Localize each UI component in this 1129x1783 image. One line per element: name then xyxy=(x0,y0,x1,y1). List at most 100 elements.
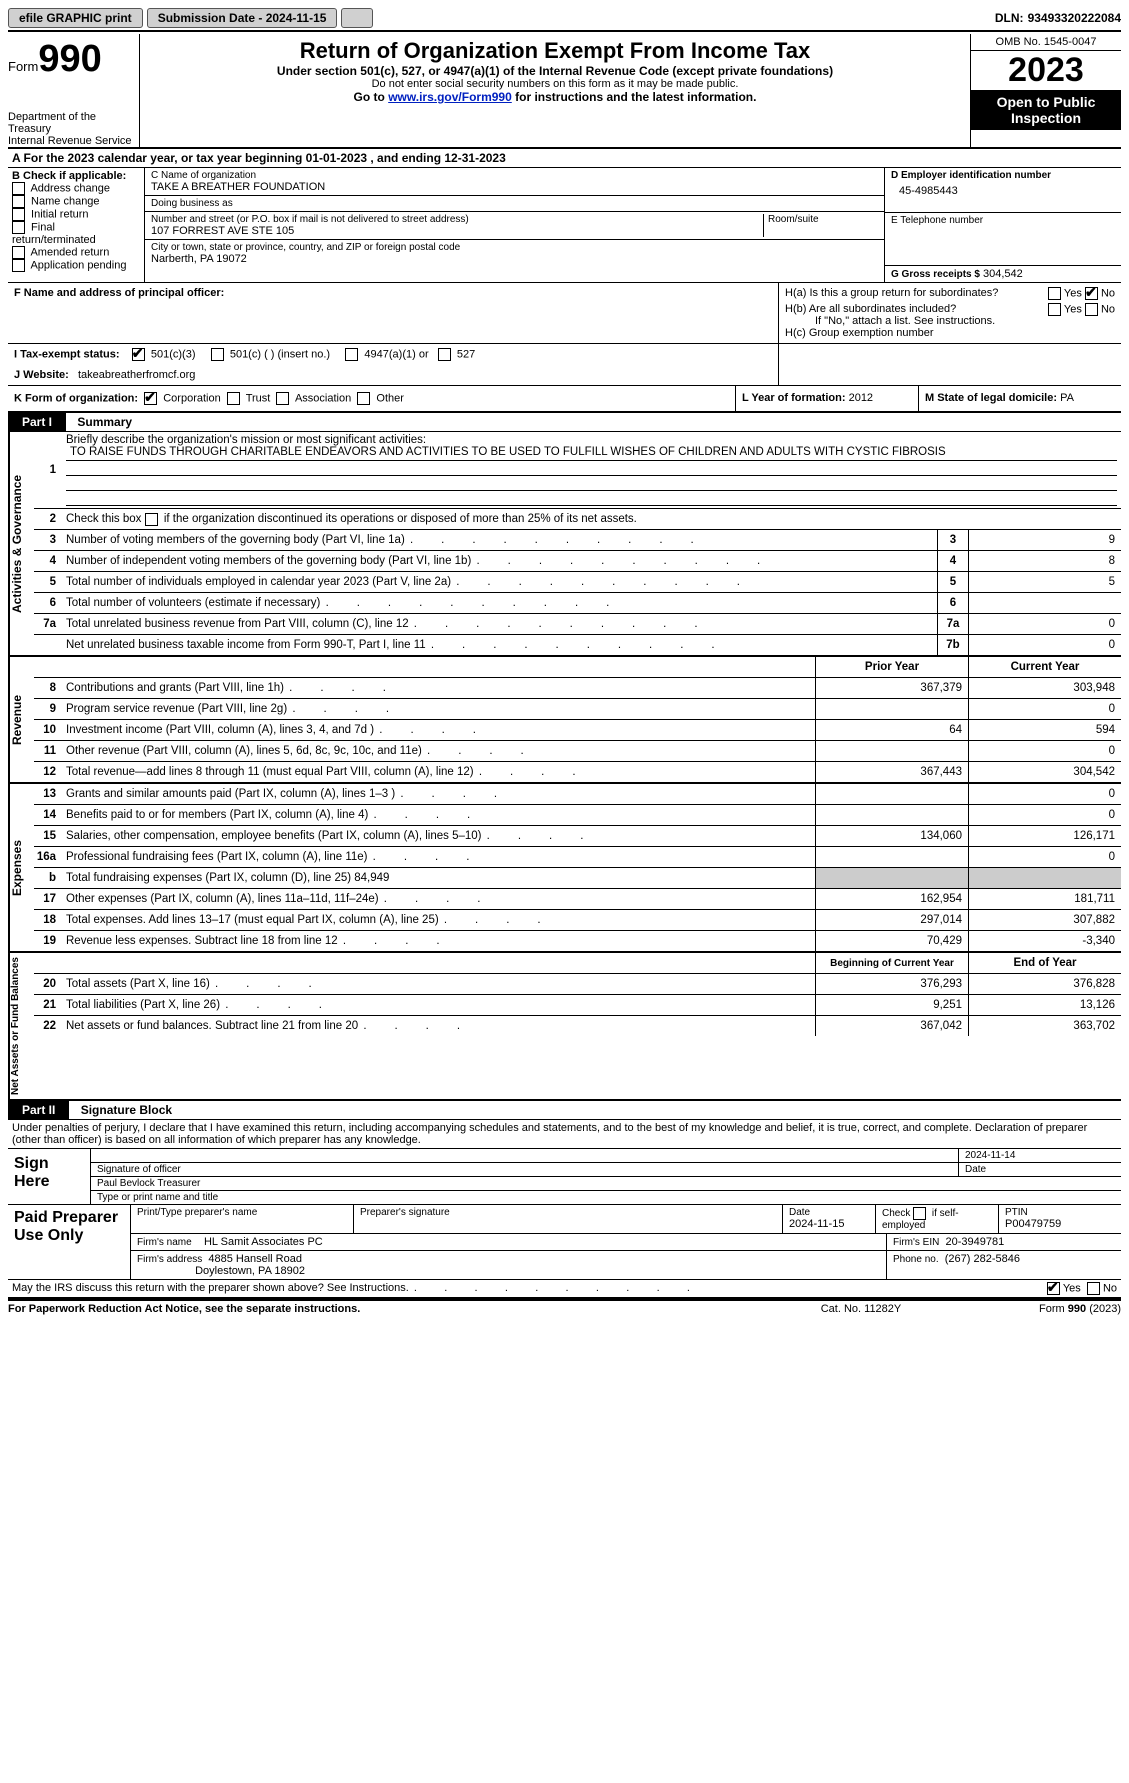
blank-button[interactable] xyxy=(341,8,373,28)
open-to-public: Open to Public Inspection xyxy=(971,90,1121,130)
paid-preparer-block: Paid Preparer Use Only Print/Type prepar… xyxy=(8,1205,1121,1280)
part-2-header: Part II Signature Block xyxy=(8,1101,1121,1120)
form-header: Form990 Department of the Treasury Inter… xyxy=(8,34,1121,147)
summary-line-desc: Total assets (Part X, line 16) xyxy=(62,976,815,992)
summary-line-desc: Total expenses. Add lines 13–17 (must eq… xyxy=(62,912,815,928)
501c3-check[interactable] xyxy=(132,348,145,361)
501c-check[interactable] xyxy=(211,348,224,361)
527-check[interactable] xyxy=(438,348,451,361)
summary-line-desc: Other revenue (Part VIII, column (A), li… xyxy=(62,743,815,759)
summary-line-desc: Total number of volunteers (estimate if … xyxy=(62,595,937,611)
assoc-check[interactable] xyxy=(276,392,289,405)
h-a-label: H(a) Is this a group return for subordin… xyxy=(785,287,998,299)
type-name-label: Type or print name and title xyxy=(91,1191,1121,1204)
boxb-check[interactable] xyxy=(12,182,25,195)
info-grid: B Check if applicable: Address change Na… xyxy=(8,168,1121,283)
prior-year-val xyxy=(815,699,968,719)
row-k-l-m: K Form of organization: Corporation Trus… xyxy=(8,386,1121,413)
summary-line-desc: Total fundraising expenses (Part IX, col… xyxy=(62,870,815,886)
summary-line-val: 8 xyxy=(968,551,1121,571)
summary-line-val: 5 xyxy=(968,572,1121,592)
corp-check[interactable] xyxy=(144,392,157,405)
box-c-name-label: C Name of organization xyxy=(151,170,878,181)
addr-value: 107 FORREST AVE STE 105 xyxy=(151,225,759,237)
current-year-val: 13,126 xyxy=(968,995,1121,1015)
prep-date-value: 2024-11-15 xyxy=(789,1218,869,1230)
firm-phone-label: Phone no. xyxy=(893,1254,939,1265)
prior-year-val xyxy=(815,805,968,825)
q2-check[interactable] xyxy=(145,513,158,526)
current-year-val: 307,882 xyxy=(968,910,1121,930)
hdr-eoy: End of Year xyxy=(968,953,1121,973)
addr-label: Number and street (or P.O. box if mail i… xyxy=(151,214,759,225)
hdr-prior-year: Prior Year xyxy=(815,657,968,677)
vlabel-netassets: Net Assets or Fund Balances xyxy=(8,953,34,1099)
irs-label: Internal Revenue Service xyxy=(8,135,135,147)
officer-name: Paul Bevlock Treasurer xyxy=(91,1177,1121,1190)
summary-line-desc: Total unrelated business revenue from Pa… xyxy=(62,616,937,632)
summary-line-val xyxy=(968,593,1121,613)
4947-check[interactable] xyxy=(345,348,358,361)
boxb-check[interactable] xyxy=(12,246,25,259)
ha-no-check[interactable] xyxy=(1085,287,1098,300)
hb-yes-check[interactable] xyxy=(1048,303,1061,316)
page-footer: For Paperwork Reduction Act Notice, see … xyxy=(8,1299,1121,1315)
boxb-check[interactable] xyxy=(12,259,25,272)
irs-link[interactable]: www.irs.gov/Form990 xyxy=(388,90,512,104)
room-label: Room/suite xyxy=(768,214,878,225)
sign-here-block: Sign Here 2024-11-14 Signature of office… xyxy=(8,1149,1121,1205)
box-m-label: M State of legal domicile: xyxy=(925,392,1057,404)
submission-date-button[interactable]: Submission Date - 2024-11-15 xyxy=(147,8,338,28)
trust-check[interactable] xyxy=(227,392,240,405)
form-subtitle-1: Under section 501(c), 527, or 4947(a)(1)… xyxy=(146,64,964,78)
form-subtitle-2: Do not enter social security numbers on … xyxy=(146,78,964,90)
vlabel-ag: Activities & Governance xyxy=(8,432,34,655)
summary-line-box: 7a xyxy=(937,614,968,634)
row-a-period: A For the 2023 calendar year, or tax yea… xyxy=(8,147,1121,168)
h-b-label: H(b) Are all subordinates included? xyxy=(785,303,956,315)
hdr-current-year: Current Year xyxy=(968,657,1121,677)
ha-yes-check[interactable] xyxy=(1048,287,1061,300)
part-1-header: Part I Summary xyxy=(8,413,1121,432)
dba-label: Doing business as xyxy=(151,198,878,209)
hdr-boy: Beginning of Current Year xyxy=(815,953,968,973)
summary-line-desc: Grants and similar amounts paid (Part IX… xyxy=(62,786,815,802)
boxb-check[interactable] xyxy=(12,195,25,208)
discuss-no-check[interactable] xyxy=(1087,1282,1100,1295)
current-year-val: 363,702 xyxy=(968,1016,1121,1036)
box-i-label: I Tax-exempt status: xyxy=(14,348,120,360)
prep-name-label: Print/Type preparer's name xyxy=(137,1207,347,1218)
prior-year-val: 64 xyxy=(815,720,968,740)
current-year-val: 126,171 xyxy=(968,826,1121,846)
self-employed-check[interactable] xyxy=(913,1207,926,1220)
part-2-title: Signature Block xyxy=(73,1103,172,1117)
boxb-check[interactable] xyxy=(12,221,25,234)
boxb-check[interactable] xyxy=(12,208,25,221)
summary-line-desc: Total liabilities (Part X, line 26) xyxy=(62,997,815,1013)
firm-ein-label: Firm's EIN xyxy=(893,1237,939,1248)
top-toolbar: efile GRAPHIC print Submission Date - 20… xyxy=(8,8,1121,28)
row-f-h: F Name and address of principal officer:… xyxy=(8,283,1121,344)
paid-preparer-label: Paid Preparer Use Only xyxy=(8,1205,131,1279)
current-year-val: 303,948 xyxy=(968,678,1121,698)
summary-line-desc: Professional fundraising fees (Part IX, … xyxy=(62,849,815,865)
sign-here-label: Sign Here xyxy=(8,1149,91,1204)
efile-button[interactable]: efile GRAPHIC print xyxy=(8,8,143,28)
part-1-title: Summary xyxy=(69,415,132,429)
omb-number: OMB No. 1545-0047 xyxy=(971,34,1121,51)
firm-ein: 20-3949781 xyxy=(945,1236,1004,1248)
hb-no-check[interactable] xyxy=(1085,303,1098,316)
prior-year-val: 162,954 xyxy=(815,889,968,909)
discuss-yes-check[interactable] xyxy=(1047,1282,1060,1295)
summary-ag: Activities & Governance 1 Briefly descri… xyxy=(8,432,1121,657)
city-value: Narberth, PA 19072 xyxy=(151,253,878,265)
prior-year-val xyxy=(815,847,968,867)
other-check[interactable] xyxy=(357,392,370,405)
ptin-label: PTIN xyxy=(1005,1207,1115,1218)
current-year-val: 376,828 xyxy=(968,974,1121,994)
form-title: Return of Organization Exempt From Incom… xyxy=(146,38,964,64)
prior-year-val: 367,379 xyxy=(815,678,968,698)
sig-date-label: Date xyxy=(959,1163,1121,1176)
dln-value: 93493320222084 xyxy=(1028,11,1121,25)
h-c-label: H(c) Group exemption number xyxy=(785,327,1115,339)
